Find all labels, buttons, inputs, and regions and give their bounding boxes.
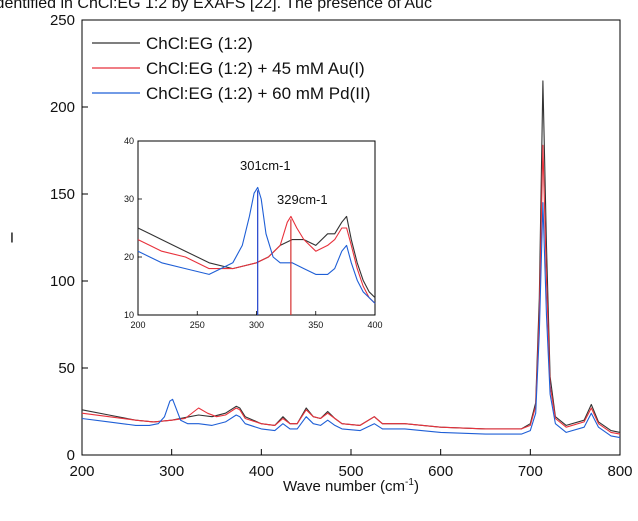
inset-x-tick-label: 300: [249, 320, 264, 330]
annotation-329: 329cm-1: [277, 192, 328, 207]
inset-series-line-2: [137, 215, 376, 304]
x-tick-label: 800: [607, 463, 632, 480]
x-tick-label: 500: [338, 463, 363, 480]
x-tick-label: 700: [518, 463, 543, 480]
x-tick-label: 200: [69, 463, 94, 480]
inset-x-tick-label: 400: [367, 320, 382, 330]
series-line-2: [81, 144, 621, 435]
main-plot: 200 300 400 500 600 700 800 0 50 100 150 200 250 Wave…: [10, 12, 633, 495]
y-tick-label: 250: [50, 12, 75, 29]
y-tick-label: 50: [58, 360, 75, 377]
inset-frame: [137, 140, 376, 316]
legend-label-3: ChCl:EG (1:2) + 60 mM Pd(II): [146, 84, 370, 103]
y-tick-label: 0: [67, 447, 75, 464]
inset-series-line-3: [137, 186, 376, 304]
inset-x-tick-label: 250: [190, 320, 205, 330]
x-tick-label: 300: [159, 463, 184, 480]
y-tick-label: 150: [50, 186, 75, 203]
inset-x-tick-label: 200: [130, 320, 145, 330]
annotation-301: 301cm-1: [240, 158, 291, 173]
inset-y-tick-label: 30: [124, 194, 134, 204]
x-tick-label: 600: [428, 463, 453, 480]
y-axis-label: I: [10, 230, 14, 247]
y-tick-label: 200: [50, 99, 75, 116]
inset-y-tick-label: 40: [124, 136, 134, 146]
legend: ChCl:EG (1:2) ChCl:EG (1:2) + 45 mM Au(I)…: [92, 34, 370, 103]
inset-y-tick-label: 20: [124, 252, 134, 262]
inset-plot: 200 250 300 350 400 10 20 30 40 301cm-1 329cm-1: [124, 136, 383, 330]
inset-y-tick-label: 10: [124, 310, 134, 320]
series-line-3: [81, 202, 621, 439]
legend-label-2: ChCl:EG (1:2) + 45 mM Au(I): [146, 59, 365, 78]
y-tick-label: 100: [50, 273, 75, 290]
x-axis-label: Wave number (cm-1): [283, 477, 419, 495]
x-tick-label: 400: [249, 463, 274, 480]
truncated-caption-text: identified in ChCl:EG 1:2 by EXAFS [22].…: [0, 0, 432, 12]
legend-label-1: ChCl:EG (1:2): [146, 34, 253, 53]
inset-x-tick-label: 350: [308, 320, 323, 330]
